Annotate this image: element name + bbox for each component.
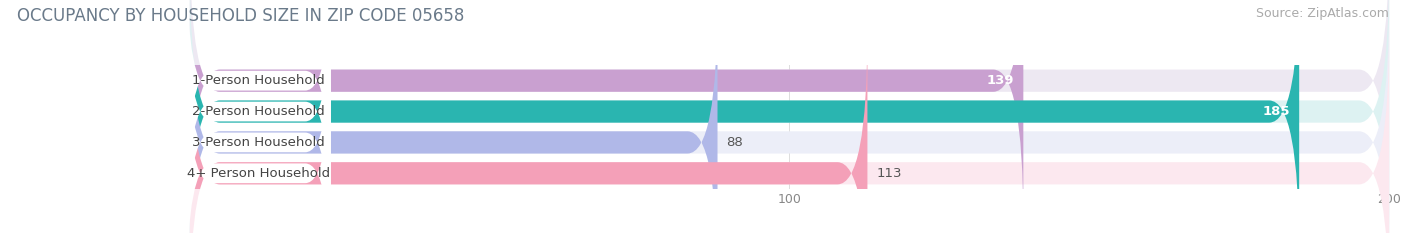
- FancyBboxPatch shape: [190, 0, 1389, 233]
- Text: 113: 113: [876, 167, 901, 180]
- Text: 139: 139: [987, 74, 1014, 87]
- Text: 3-Person Household: 3-Person Household: [193, 136, 325, 149]
- FancyBboxPatch shape: [190, 30, 1389, 233]
- Text: Source: ZipAtlas.com: Source: ZipAtlas.com: [1256, 7, 1389, 20]
- Text: OCCUPANCY BY HOUSEHOLD SIZE IN ZIP CODE 05658: OCCUPANCY BY HOUSEHOLD SIZE IN ZIP CODE …: [17, 7, 464, 25]
- FancyBboxPatch shape: [187, 21, 330, 233]
- FancyBboxPatch shape: [190, 30, 868, 233]
- FancyBboxPatch shape: [187, 0, 330, 202]
- Text: 2-Person Household: 2-Person Household: [193, 105, 325, 118]
- FancyBboxPatch shape: [190, 0, 1024, 224]
- FancyBboxPatch shape: [187, 52, 330, 233]
- Text: 185: 185: [1263, 105, 1291, 118]
- FancyBboxPatch shape: [190, 0, 1389, 233]
- Text: 1-Person Household: 1-Person Household: [193, 74, 325, 87]
- FancyBboxPatch shape: [190, 0, 1389, 224]
- FancyBboxPatch shape: [187, 0, 330, 233]
- Text: 4+ Person Household: 4+ Person Household: [187, 167, 330, 180]
- Text: 88: 88: [727, 136, 744, 149]
- FancyBboxPatch shape: [190, 0, 1299, 233]
- FancyBboxPatch shape: [190, 0, 717, 233]
